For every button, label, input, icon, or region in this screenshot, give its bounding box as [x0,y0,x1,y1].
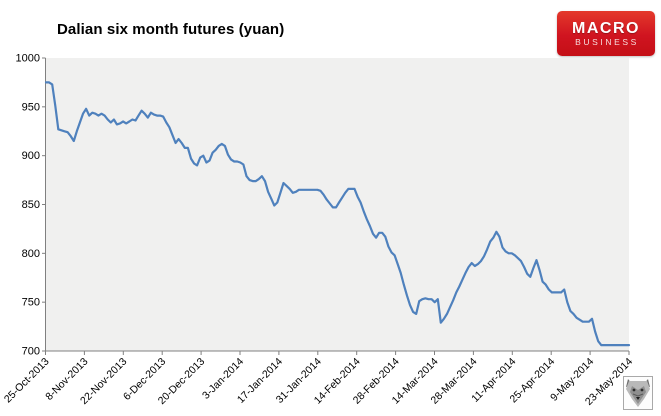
axes [42,57,630,355]
y-tick-label: 800 [22,248,40,260]
y-axis-labels: 1000 950 900 850 800 750 700 [16,53,40,358]
logo-text-macro: MACRO [572,19,640,37]
wolf-icon [623,376,653,410]
macrobusiness-logo: MACRO BUSINESS [557,11,655,56]
y-tick-label: 750 [22,297,40,309]
x-tick-label: 25-Oct-2013 [2,356,52,406]
logo-text-business: BUSINESS [575,36,639,47]
x-axis-labels: 25-Oct-20138-Nov-201322-Nov-20136-Dec-20… [2,356,635,408]
y-tick-label: 950 [22,101,40,113]
y-tick-label: 700 [22,346,40,358]
futures-price-line [44,81,631,347]
y-tick-label: 900 [22,150,40,162]
y-tick-label: 850 [22,199,40,211]
chart-title: Dalian six month futures (yuan) [57,21,285,38]
y-tick-label: 1000 [16,53,40,65]
